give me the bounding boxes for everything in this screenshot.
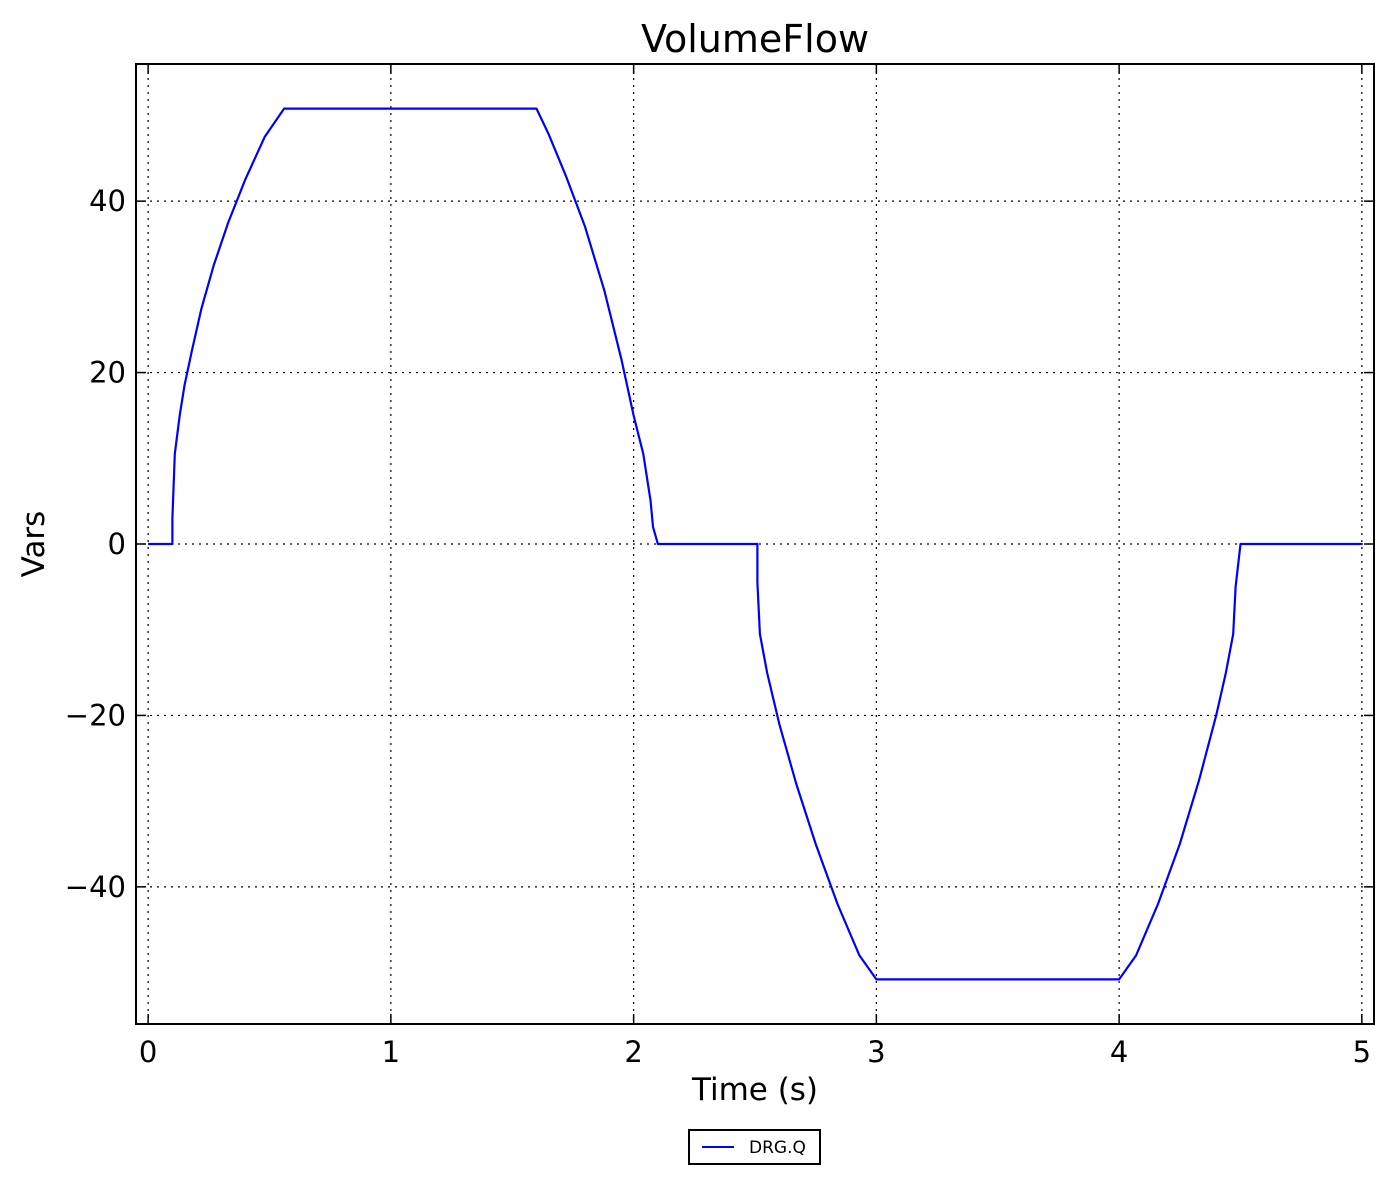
x-tick-label: 0	[139, 1035, 157, 1069]
y-tick-label: 40	[89, 184, 126, 218]
y-tick-label: −20	[65, 698, 126, 732]
y-tick-label: −40	[65, 870, 126, 904]
x-tick-label: 2	[624, 1035, 642, 1069]
legend-label-drg-q: DRG.Q	[749, 1138, 806, 1158]
chart-title: VolumeFlow	[641, 17, 869, 61]
series-layer	[148, 107, 1362, 981]
x-tick-label: 1	[382, 1035, 400, 1069]
x-tick-label: 3	[867, 1035, 885, 1069]
x-tick-label: 5	[1353, 1035, 1371, 1069]
y-axis-label: Vars	[16, 511, 52, 578]
legend: DRG.Q	[688, 1129, 821, 1165]
series-line-drg-q	[148, 107, 1362, 981]
grid	[136, 64, 1374, 1024]
x-tick-label: 4	[1110, 1035, 1128, 1069]
y-tick-label: 0	[108, 527, 126, 561]
ticks: 0 1 2 3 4 5 −40 −20 0 20 40	[65, 64, 1374, 1069]
x-axis-label: Time (s)	[691, 1072, 818, 1108]
y-tick-label: 20	[89, 356, 126, 390]
